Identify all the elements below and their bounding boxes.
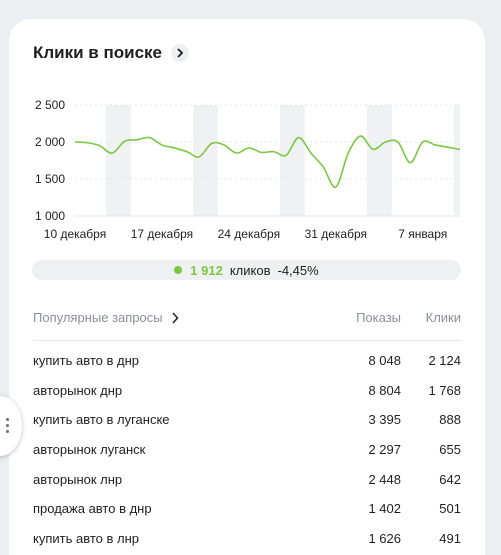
clicks-value: 642 (439, 471, 461, 487)
weekend-band (279, 105, 305, 216)
drag-dot-icon (6, 430, 9, 433)
table-row: авторынок луганск 2 297 655 (33, 430, 461, 460)
popular-queries-link[interactable]: Популярные запросы (33, 310, 179, 325)
table-row: продажа авто в днр 1 402 501 (33, 489, 461, 519)
summary-value: 1 912 (190, 262, 223, 278)
query-text: авторынок днр (33, 382, 123, 398)
table-row: купить авто в лнр 1 626 491 (33, 519, 461, 549)
drag-dot-icon (6, 424, 9, 427)
impressions-value: 8 048 (368, 353, 401, 368)
clicks-value: 1 768 (428, 382, 461, 398)
table-divider (33, 340, 461, 341)
widget-title[interactable]: Клики в поиске (33, 43, 163, 62)
widget-header[interactable]: Клики в поиске (33, 43, 190, 63)
column-queries-label[interactable]: Популярные запросы (33, 310, 163, 325)
x-tick-label: 7 января (398, 227, 447, 241)
query-text: купить авто в лнр (33, 531, 139, 547)
clicks-summary: 1 912 кликов -4,45% (32, 260, 461, 280)
drag-dot-icon (6, 418, 9, 421)
impressions-value: 2 448 (368, 471, 401, 487)
table-header: Популярные запросы Показы Клики (33, 310, 461, 332)
table-row: купить авто в днр 8 048 2 124 (33, 341, 461, 371)
summary-change: -4,45% (277, 262, 319, 278)
summary-label: кликов (229, 262, 271, 278)
query-text: авторынок луганск (33, 442, 146, 458)
impressions-value: 3 395 (368, 412, 401, 428)
chevron-right-icon[interactable] (171, 311, 179, 324)
clicks-value: 2 124 (428, 353, 461, 368)
clicks-series-line (74, 135, 461, 188)
x-tick-label: 24 декабря (218, 227, 280, 241)
clicks-value: 491 (439, 531, 461, 547)
query-text: продажа авто в днр (33, 501, 152, 517)
column-impressions-label: Показы (356, 310, 401, 325)
y-tick-label: 2 000 (35, 135, 65, 149)
clicks-value: 655 (439, 442, 461, 458)
table-row: купить авто в луганске 3 395 888 (33, 400, 461, 430)
x-tick-label: 31 декабря (305, 227, 367, 241)
series-dot-icon (174, 266, 183, 274)
query-text: купить авто в днр (33, 353, 139, 368)
y-tick-label: 1 000 (35, 209, 65, 223)
drag-handle[interactable] (0, 396, 22, 456)
x-tick-label: 10 декабря (44, 227, 106, 241)
query-text: купить авто в луганске (33, 412, 170, 428)
y-tick-label: 1 500 (35, 172, 65, 186)
weekend-band (106, 105, 131, 216)
table-row: авторынок лнр 2 448 642 (33, 460, 461, 490)
queries-table-body: купить авто в днр 8 048 2 124 авторынок … (33, 341, 461, 549)
chevron-right-icon[interactable] (171, 44, 190, 62)
weekend-band (192, 105, 218, 216)
impressions-value: 2 297 (368, 442, 401, 458)
weekend-band (453, 105, 460, 216)
weekend-band (366, 105, 392, 216)
clicks-widget-card: Клики в поиске 2 500 2 000 1 500 1 000 10 де… (9, 19, 485, 555)
impressions-value: 1 402 (368, 501, 401, 517)
x-tick-label: 17 декабря (131, 227, 193, 241)
impressions-value: 1 626 (368, 531, 401, 547)
clicks-value: 501 (439, 501, 461, 517)
clicks-line-chart: 2 500 2 000 1 500 1 000 10 декабря 17 декабря… (35, 98, 461, 241)
clicks-value: 888 (439, 412, 461, 428)
table-row: авторынок днр 8 804 1 768 (33, 371, 461, 401)
y-tick-label: 2 500 (35, 98, 65, 112)
impressions-value: 8 804 (368, 382, 401, 398)
query-text: авторынок лнр (33, 471, 123, 487)
column-clicks-label: Клики (425, 310, 461, 325)
